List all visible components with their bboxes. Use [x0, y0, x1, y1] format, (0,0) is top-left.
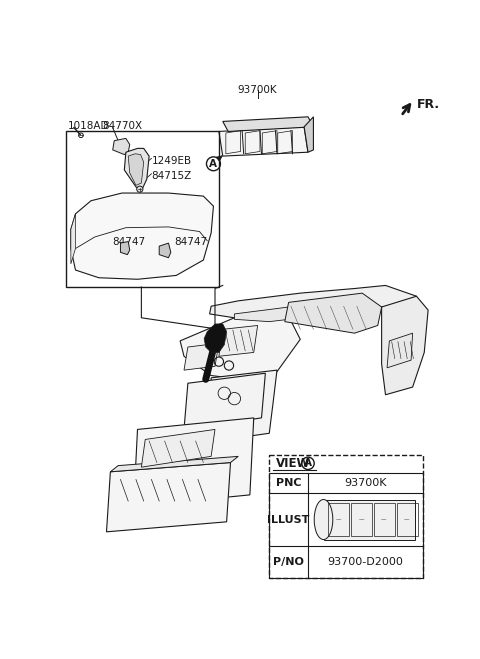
Text: VIEW: VIEW [276, 457, 310, 470]
Polygon shape [184, 343, 219, 370]
Polygon shape [285, 293, 382, 333]
Polygon shape [387, 333, 413, 368]
Text: 84715Z: 84715Z [152, 171, 192, 181]
Polygon shape [113, 138, 130, 155]
Polygon shape [184, 373, 265, 430]
Polygon shape [159, 243, 171, 258]
Polygon shape [219, 326, 258, 357]
Text: ILLUST: ILLUST [267, 515, 310, 525]
Text: PNC: PNC [276, 478, 301, 488]
Text: —: — [336, 517, 341, 522]
Polygon shape [382, 296, 428, 395]
Text: 84770X: 84770X [103, 121, 143, 131]
Polygon shape [107, 463, 230, 532]
Polygon shape [223, 117, 313, 131]
Text: 84747: 84747 [175, 237, 208, 247]
Text: —: — [359, 517, 364, 522]
Polygon shape [71, 193, 214, 279]
Text: 1249EB: 1249EB [152, 156, 192, 166]
Polygon shape [304, 117, 313, 152]
Polygon shape [324, 500, 415, 540]
Polygon shape [128, 154, 144, 185]
Ellipse shape [314, 500, 333, 540]
Text: 93700-D2000: 93700-D2000 [327, 557, 403, 567]
Text: A: A [304, 458, 312, 469]
Polygon shape [71, 214, 75, 264]
Polygon shape [124, 148, 149, 190]
Text: —: — [404, 517, 409, 522]
Polygon shape [180, 316, 300, 380]
Circle shape [137, 186, 143, 192]
Text: A: A [209, 159, 217, 169]
Text: P/NO: P/NO [273, 557, 304, 567]
Polygon shape [120, 242, 130, 254]
Polygon shape [142, 430, 215, 467]
Polygon shape [110, 457, 238, 472]
Polygon shape [133, 418, 254, 506]
Text: FR.: FR. [417, 98, 440, 111]
Polygon shape [234, 301, 355, 322]
Text: 93700K: 93700K [344, 478, 386, 488]
Polygon shape [211, 370, 277, 437]
Text: —: — [381, 517, 387, 522]
Text: 1018AD: 1018AD [68, 121, 109, 131]
Polygon shape [210, 285, 417, 318]
Polygon shape [204, 324, 227, 353]
Text: 93700K: 93700K [238, 85, 277, 96]
Text: 84747: 84747 [113, 237, 146, 247]
Polygon shape [219, 127, 308, 156]
